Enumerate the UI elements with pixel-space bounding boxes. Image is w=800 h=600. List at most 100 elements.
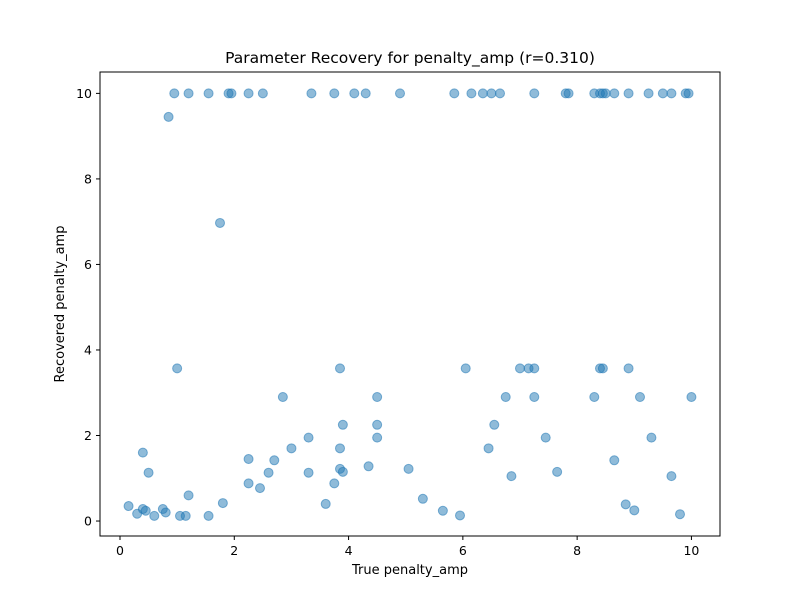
y-tick-label: 8: [84, 171, 92, 186]
data-point: [403, 463, 414, 474]
data-point: [489, 419, 500, 430]
data-point: [363, 461, 374, 472]
data-point: [335, 363, 345, 374]
data-point: [620, 499, 631, 510]
x-tick-label: 8: [573, 543, 581, 558]
data-point: [149, 510, 160, 521]
data-point: [320, 498, 331, 509]
data-point: [449, 88, 460, 99]
y-tick-label: 2: [84, 428, 92, 443]
data-point: [337, 419, 348, 430]
data-point: [460, 363, 471, 374]
data-point: [217, 498, 228, 509]
data-point: [329, 478, 340, 489]
data-point: [629, 505, 640, 516]
chart-title: Parameter Recovery for penalty_amp (r=0.…: [225, 49, 595, 68]
data-point: [140, 505, 151, 516]
data-point: [675, 509, 685, 520]
data-point: [329, 88, 340, 99]
x-tick-label: 6: [459, 543, 467, 558]
data-point: [303, 467, 314, 478]
data-point: [215, 217, 225, 228]
y-tick-label: 4: [84, 342, 92, 357]
data-point: [540, 432, 551, 443]
data-point: [552, 466, 563, 477]
data-point: [372, 419, 383, 430]
data-point: [437, 505, 448, 516]
y-tick-label: 6: [84, 257, 92, 272]
data-point: [609, 88, 620, 99]
data-point: [243, 478, 254, 489]
data-point: [337, 466, 348, 477]
data-point: [683, 88, 694, 99]
data-point: [597, 363, 608, 374]
data-point: [243, 454, 254, 465]
data-point: [466, 88, 477, 99]
data-point: [589, 392, 600, 403]
data-point: [203, 88, 214, 99]
data-point: [486, 88, 497, 99]
x-axis: 0 2 4 6 8 10: [116, 536, 699, 558]
data-point: [477, 88, 488, 99]
data-point: [395, 88, 405, 99]
data-point: [277, 392, 288, 403]
data-point: [417, 493, 428, 504]
data-point: [349, 88, 360, 99]
data-point: [529, 88, 540, 99]
data-point: [243, 88, 254, 99]
data-point: [335, 443, 345, 454]
data-point: [137, 447, 148, 458]
data-point: [143, 467, 154, 478]
x-tick-label: 2: [230, 543, 238, 558]
data-point: [372, 432, 383, 443]
data-point: [123, 501, 134, 512]
data-point: [203, 510, 214, 521]
data-point: [643, 88, 654, 99]
data-point: [495, 88, 505, 99]
data-point: [172, 363, 183, 374]
data-point: [183, 88, 194, 99]
data-point: [286, 443, 297, 454]
data-point: [132, 508, 143, 519]
data-point: [255, 483, 265, 494]
x-tick-label: 0: [116, 543, 124, 558]
data-point: [160, 507, 171, 518]
x-tick-label: 4: [345, 543, 353, 558]
data-point: [609, 455, 620, 466]
data-point: [623, 363, 634, 374]
y-axis-label: Recovered penalty_amp: [53, 226, 68, 383]
data-point: [183, 490, 194, 501]
x-axis-label: True penalty_amp: [351, 563, 468, 578]
data-point: [666, 88, 677, 99]
y-tick-label: 0: [84, 514, 92, 529]
data-point: [563, 88, 574, 99]
data-point: [303, 432, 314, 443]
data-point: [180, 510, 191, 521]
data-point: [306, 88, 317, 99]
data-point: [500, 392, 511, 403]
data-point: [483, 443, 494, 454]
data-point: [657, 88, 668, 99]
data-point: [646, 432, 657, 443]
data-point: [529, 363, 540, 374]
data-point: [623, 88, 634, 99]
data-point: [372, 392, 383, 403]
data-point: [515, 363, 525, 374]
x-tick-label: 10: [683, 543, 699, 558]
y-axis: 0 2 4 6 8 10: [76, 86, 100, 529]
data-point: [269, 455, 280, 466]
data-point: [163, 111, 174, 122]
data-point: [635, 392, 645, 403]
data-point: [226, 88, 237, 99]
data-points: [123, 88, 697, 521]
data-point: [257, 88, 268, 99]
data-point: [686, 392, 697, 403]
y-tick-label: 10: [76, 86, 92, 101]
data-point: [666, 471, 677, 482]
data-point: [263, 467, 274, 478]
data-point: [600, 88, 611, 99]
plot-frame: [99, 71, 721, 537]
data-point: [529, 392, 540, 403]
